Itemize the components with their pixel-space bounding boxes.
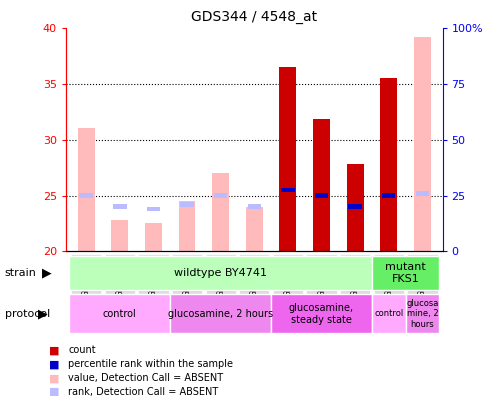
Bar <box>113 204 126 209</box>
Bar <box>214 193 227 198</box>
Text: glucosa
mine, 2
hours: glucosa mine, 2 hours <box>406 299 438 329</box>
Text: GSM6713: GSM6713 <box>149 253 158 297</box>
FancyBboxPatch shape <box>138 254 168 302</box>
Text: GSM6731: GSM6731 <box>384 253 392 297</box>
Bar <box>111 220 128 251</box>
Bar <box>145 223 162 251</box>
Bar <box>146 207 160 211</box>
FancyBboxPatch shape <box>371 294 405 333</box>
Text: ■: ■ <box>49 373 59 383</box>
Text: ■: ■ <box>49 387 59 396</box>
Text: strain: strain <box>5 268 37 278</box>
Text: glucosamine, 2 hours: glucosamine, 2 hours <box>168 309 273 319</box>
FancyBboxPatch shape <box>69 257 371 290</box>
FancyBboxPatch shape <box>170 294 270 333</box>
Bar <box>348 204 361 209</box>
Title: GDS344 / 4548_at: GDS344 / 4548_at <box>191 10 317 24</box>
FancyBboxPatch shape <box>371 257 438 290</box>
Bar <box>180 202 193 207</box>
Bar <box>314 193 327 198</box>
Text: control: control <box>373 309 403 318</box>
Text: GSM6729: GSM6729 <box>316 253 325 297</box>
Text: GSM6715: GSM6715 <box>182 253 191 297</box>
Text: ■: ■ <box>49 345 59 356</box>
FancyBboxPatch shape <box>373 254 403 302</box>
Text: wildtype BY4741: wildtype BY4741 <box>174 268 266 278</box>
FancyBboxPatch shape <box>69 294 170 333</box>
Bar <box>380 78 396 251</box>
Bar <box>346 164 363 251</box>
Text: count: count <box>68 345 96 356</box>
Text: rank, Detection Call = ABSENT: rank, Detection Call = ABSENT <box>68 387 218 396</box>
Bar <box>178 201 195 251</box>
Bar <box>312 120 329 251</box>
Text: value, Detection Call = ABSENT: value, Detection Call = ABSENT <box>68 373 223 383</box>
Bar <box>245 207 262 251</box>
Text: ▶: ▶ <box>41 267 51 280</box>
Text: GSM6728: GSM6728 <box>283 253 292 297</box>
Text: control: control <box>102 309 137 319</box>
FancyBboxPatch shape <box>306 254 336 302</box>
Text: GSM6712: GSM6712 <box>115 253 124 297</box>
Text: glucosamine,
steady state: glucosamine, steady state <box>288 303 353 325</box>
Bar <box>415 191 428 196</box>
FancyBboxPatch shape <box>405 294 438 333</box>
Text: GSM6717: GSM6717 <box>216 253 224 297</box>
FancyBboxPatch shape <box>239 254 269 302</box>
Text: GSM6730: GSM6730 <box>350 253 359 297</box>
Bar <box>281 188 294 192</box>
FancyBboxPatch shape <box>270 294 371 333</box>
Bar <box>80 193 93 198</box>
Bar <box>381 193 395 198</box>
FancyBboxPatch shape <box>205 254 235 302</box>
Bar <box>212 173 228 251</box>
Text: percentile rank within the sample: percentile rank within the sample <box>68 359 233 369</box>
FancyBboxPatch shape <box>272 254 303 302</box>
Text: GSM6711: GSM6711 <box>81 253 90 297</box>
Bar <box>247 204 261 209</box>
FancyBboxPatch shape <box>172 254 202 302</box>
Bar <box>279 67 296 251</box>
Bar <box>78 128 94 251</box>
Bar <box>413 37 430 251</box>
FancyBboxPatch shape <box>339 254 369 302</box>
FancyBboxPatch shape <box>71 254 101 302</box>
Text: ■: ■ <box>49 359 59 369</box>
Text: GSM6732: GSM6732 <box>417 253 426 297</box>
Text: protocol: protocol <box>5 308 50 319</box>
FancyBboxPatch shape <box>104 254 135 302</box>
Text: mutant
FKS1: mutant FKS1 <box>385 263 425 284</box>
Text: GSM6726: GSM6726 <box>249 253 258 297</box>
FancyBboxPatch shape <box>407 254 437 302</box>
Text: ▶: ▶ <box>38 307 48 320</box>
